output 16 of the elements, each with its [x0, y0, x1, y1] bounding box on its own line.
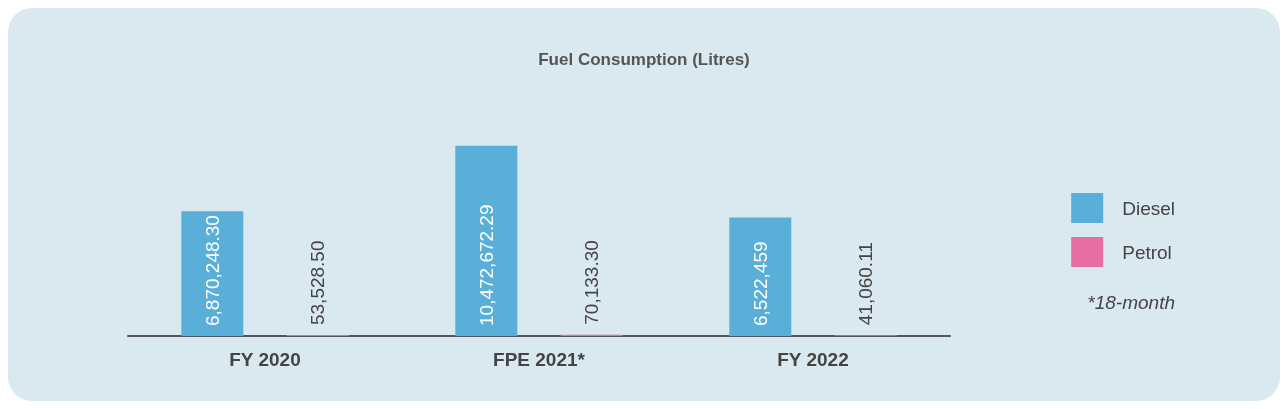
legend-label: Petrol — [1122, 241, 1172, 263]
data-label: 41,060.11 — [855, 242, 877, 326]
x-tick-label: FY 2022 — [777, 349, 849, 370]
bar — [729, 217, 792, 336]
chart-title: Fuel Consumption (Litres) — [538, 50, 750, 69]
data-label: 6,870,248.30 — [201, 215, 223, 326]
x-tick-label: FY 2020 — [229, 349, 301, 370]
legend-label: Diesel — [1122, 197, 1176, 219]
data-label: 6,522,459 — [749, 241, 771, 326]
bar — [181, 211, 244, 336]
text: *18-month — [1087, 292, 1176, 313]
data-label: 10,472,672.29 — [475, 204, 497, 326]
bar — [455, 145, 518, 336]
data-label: 53,528.50 — [307, 240, 329, 326]
x-tick-label: FPE 2021* — [493, 349, 586, 370]
data-label: 70,133.30 — [581, 240, 603, 325]
